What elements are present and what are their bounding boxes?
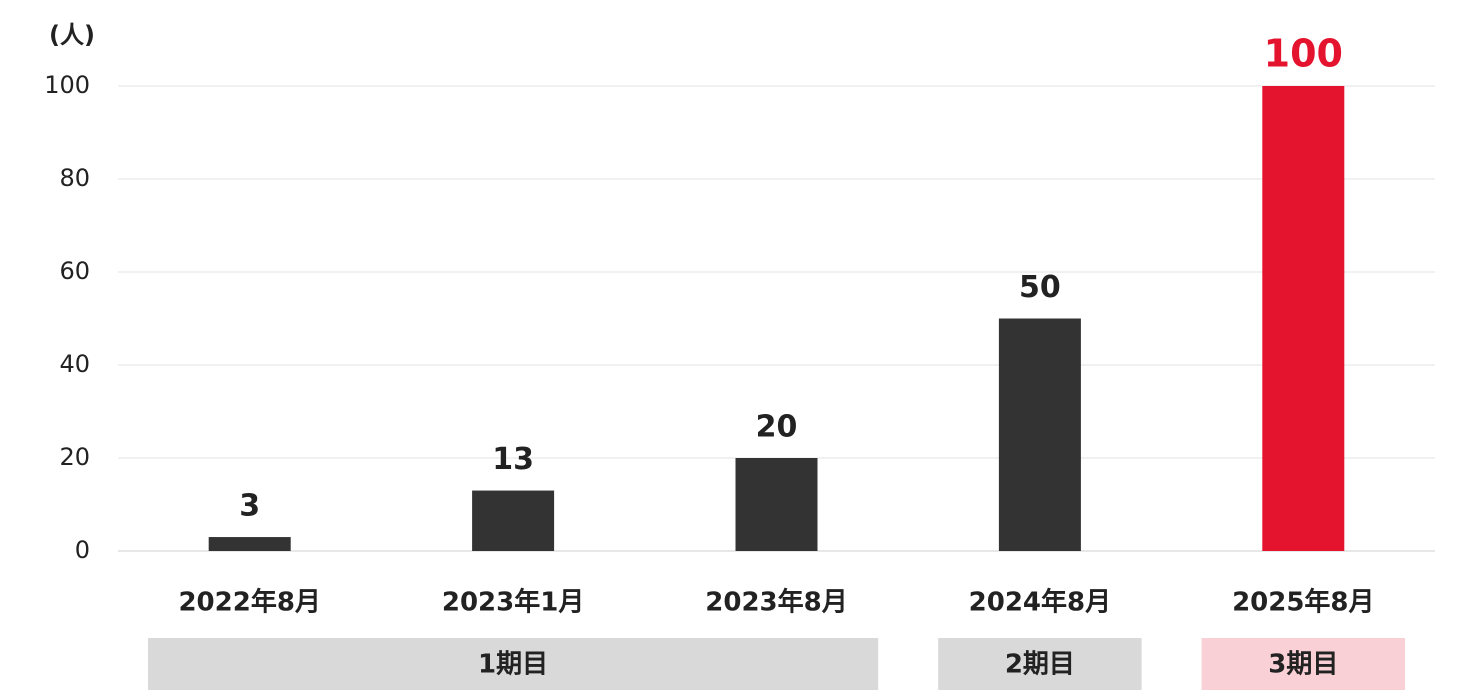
value-label: 3 xyxy=(239,489,260,524)
group-label: 2期目 xyxy=(1005,650,1075,680)
x-tick-label: 2025年8月 xyxy=(1232,587,1374,618)
y-tick-label: 40 xyxy=(59,350,90,378)
group-band xyxy=(938,638,1142,690)
x-tick-label: 2022年8月 xyxy=(178,587,320,618)
x-tick-label: 2023年8月 xyxy=(705,587,847,618)
y-unit: (人) xyxy=(49,21,95,49)
value-label: 50 xyxy=(1019,270,1061,305)
group-band xyxy=(148,638,879,690)
value-label: 20 xyxy=(756,410,798,445)
y-tick-label: 20 xyxy=(59,443,90,471)
y-tick-label: 80 xyxy=(59,164,90,192)
value-label: 100 xyxy=(1264,32,1343,76)
group-label: 1期目 xyxy=(478,650,548,680)
group-band xyxy=(1201,638,1405,690)
y-tick-label: 60 xyxy=(59,257,90,285)
x-tick-label: 2023年1月 xyxy=(442,587,584,618)
bar xyxy=(208,537,291,551)
y-tick-label: 0 xyxy=(75,536,90,564)
bar xyxy=(735,458,818,551)
y-tick-label: 100 xyxy=(44,71,90,99)
x-tick-label: 2024年8月 xyxy=(969,587,1111,618)
bar xyxy=(998,318,1081,551)
bar xyxy=(1262,86,1345,551)
bar xyxy=(472,490,555,551)
group-label: 3期目 xyxy=(1268,650,1338,680)
value-label: 13 xyxy=(492,442,534,477)
